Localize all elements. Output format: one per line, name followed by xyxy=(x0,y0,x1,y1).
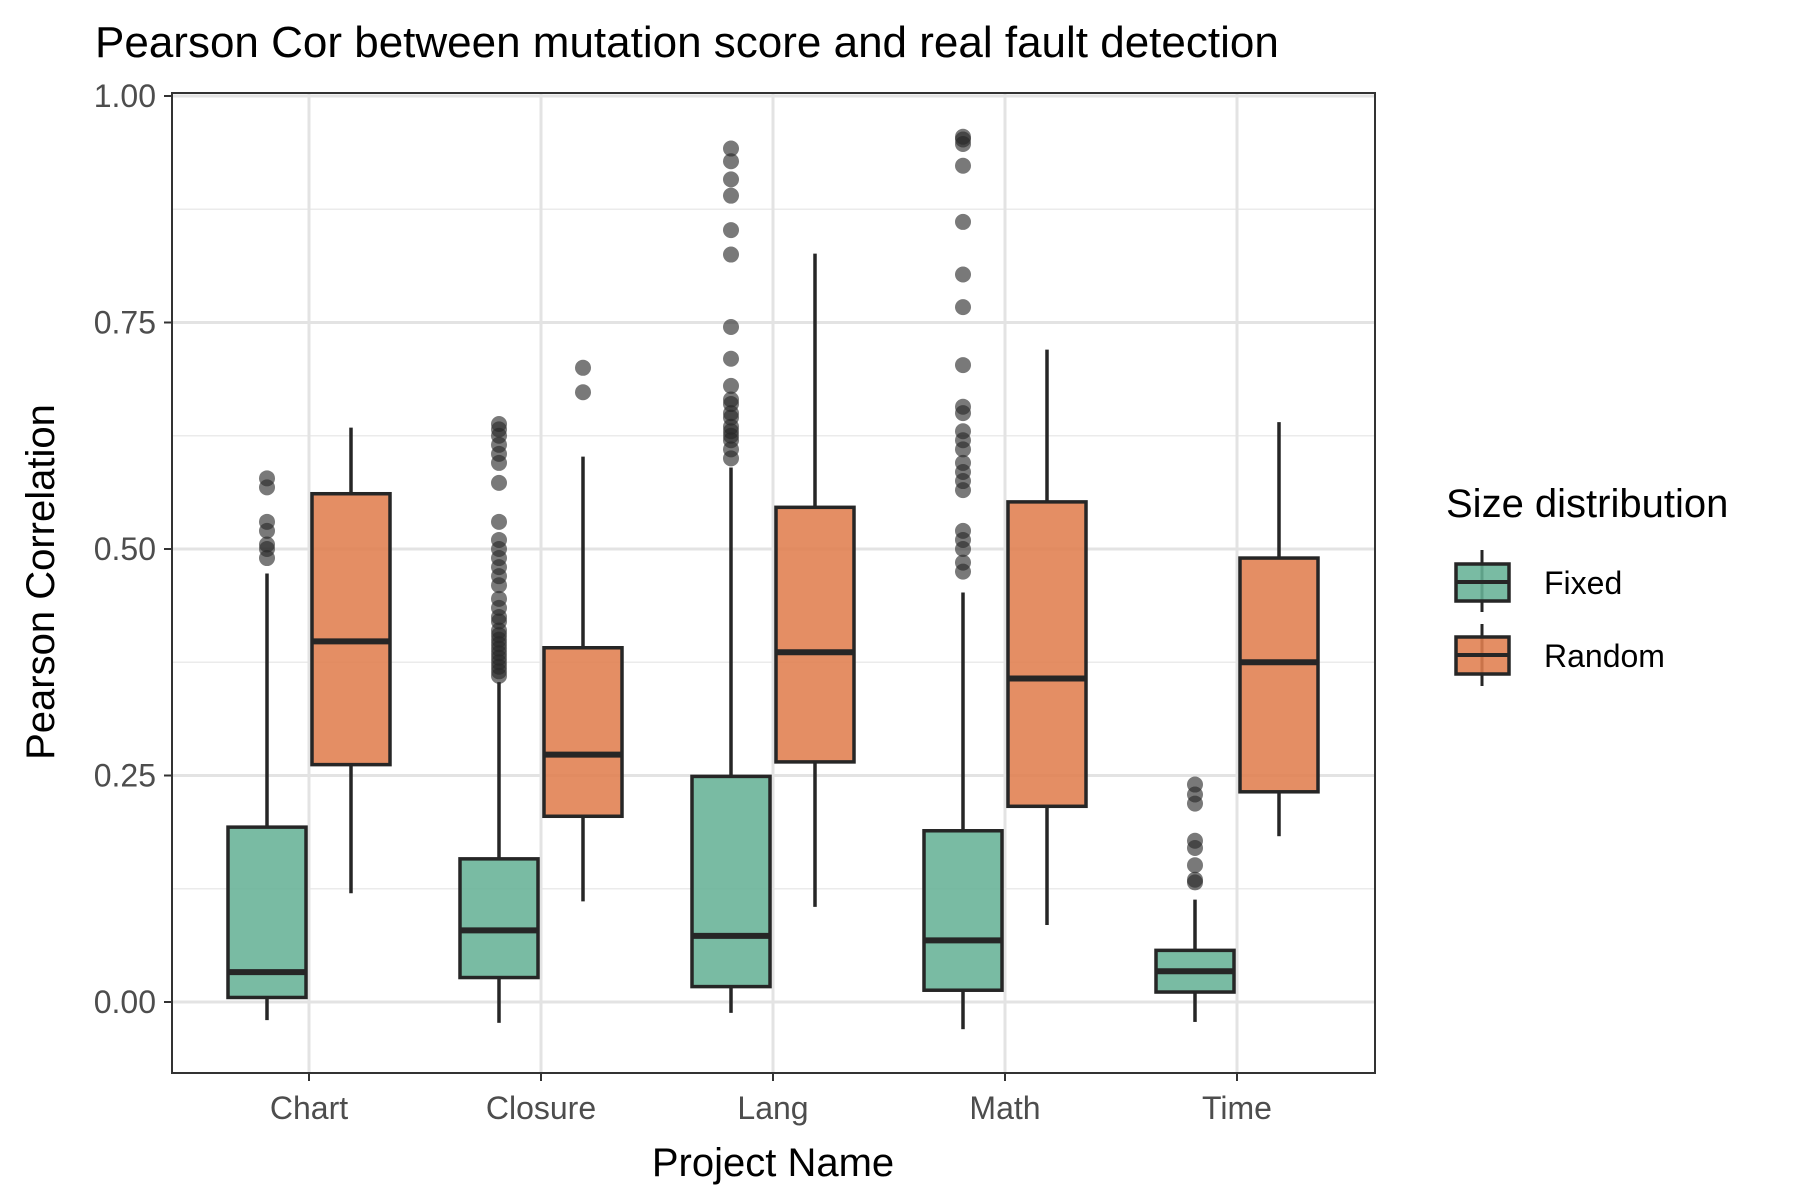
box-body xyxy=(1238,556,1320,794)
outlier-point xyxy=(955,398,971,415)
outlier-point xyxy=(955,454,971,471)
x-tick-label: Time xyxy=(1202,1090,1272,1126)
x-axis: Chart Closure Lang Math Time xyxy=(270,1073,1272,1126)
box-fixed-closure xyxy=(458,415,540,1023)
outlier-point xyxy=(491,474,507,491)
outlier-point xyxy=(723,350,739,367)
outlier-point xyxy=(1187,832,1203,849)
x-tick-label: Closure xyxy=(486,1090,596,1126)
legend-item-fixed: Fixed xyxy=(1454,550,1622,612)
outlier-point xyxy=(1187,776,1203,793)
box-random-lang xyxy=(774,253,856,907)
outlier-point xyxy=(955,357,971,374)
outlier-point xyxy=(1187,857,1203,874)
boxes-layer xyxy=(226,128,1320,1030)
outlier-point xyxy=(491,415,507,432)
outlier-point xyxy=(955,213,971,230)
box-random-closure xyxy=(542,359,624,902)
outlier-point xyxy=(955,299,971,316)
outlier-point xyxy=(723,377,739,394)
box-random-math xyxy=(1006,349,1088,925)
outlier-point xyxy=(955,128,971,145)
y-tick-label: 1.00 xyxy=(94,78,156,114)
box-body xyxy=(226,825,308,1000)
chart-title: Pearson Cor between mutation score and r… xyxy=(95,18,1279,67)
legend-item-random: Random xyxy=(1454,624,1665,686)
box-body xyxy=(690,774,772,989)
box-body xyxy=(922,829,1004,992)
outlier-point xyxy=(723,391,739,408)
grid-major xyxy=(172,93,1375,1073)
outlier-point xyxy=(575,384,591,401)
y-axis: 0.00 0.25 0.50 0.75 1.00 xyxy=(94,78,172,1020)
x-tick-label: Chart xyxy=(270,1090,348,1126)
box-fixed-lang xyxy=(690,140,772,1013)
legend-label-fixed: Fixed xyxy=(1544,565,1622,601)
box-body xyxy=(542,646,624,819)
x-tick-label: Math xyxy=(969,1090,1040,1126)
box-random-time xyxy=(1238,422,1320,837)
outlier-point xyxy=(723,171,739,188)
outlier-point xyxy=(575,359,591,376)
box-fixed-math xyxy=(922,128,1004,1030)
outlier-point xyxy=(1187,871,1203,888)
outlier-point xyxy=(259,470,275,487)
legend: Size distribution Fixed Random xyxy=(1446,482,1728,686)
box-body xyxy=(1006,500,1088,809)
outlier-point xyxy=(723,187,739,204)
outlier-point xyxy=(259,513,275,530)
y-tick-label: 0.75 xyxy=(94,305,156,341)
box-body xyxy=(458,857,540,980)
box-fixed-chart xyxy=(226,470,308,1021)
outlier-point xyxy=(259,536,275,553)
box-random-chart xyxy=(310,427,392,894)
y-axis-title: Pearson Correlation xyxy=(19,404,63,760)
x-tick-label: Lang xyxy=(737,1090,808,1126)
outlier-point xyxy=(955,157,971,174)
y-tick-label: 0.50 xyxy=(94,531,156,567)
legend-label-random: Random xyxy=(1544,638,1665,674)
y-tick-label: 0.25 xyxy=(94,758,156,794)
outlier-point xyxy=(723,246,739,263)
outlier-point xyxy=(723,222,739,239)
outlier-point xyxy=(955,266,971,283)
box-fixed-time xyxy=(1154,776,1236,1022)
outlier-point xyxy=(955,423,971,440)
x-axis-title: Project Name xyxy=(652,1141,894,1185)
legend-title: Size distribution xyxy=(1446,482,1728,526)
outlier-point xyxy=(491,531,507,548)
outlier-point xyxy=(491,590,507,607)
y-tick-label: 0.00 xyxy=(94,984,156,1020)
box-body xyxy=(774,505,856,764)
outlier-point xyxy=(723,319,739,336)
outlier-point xyxy=(723,140,739,157)
outlier-point xyxy=(955,554,971,571)
outlier-point xyxy=(491,513,507,530)
box-body xyxy=(310,491,392,767)
outlier-point xyxy=(955,522,971,539)
outlier-point xyxy=(723,153,739,170)
